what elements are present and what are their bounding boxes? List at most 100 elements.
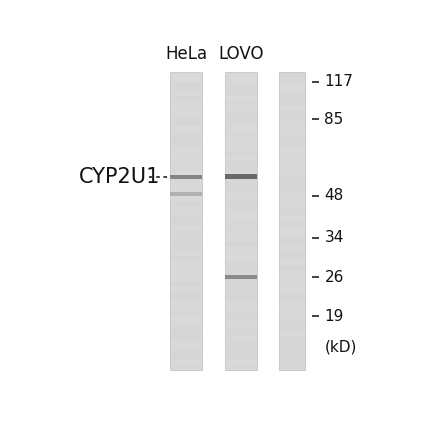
Bar — [170, 136, 202, 141]
Bar — [279, 261, 305, 266]
Bar — [279, 116, 305, 121]
Bar — [225, 156, 257, 161]
Bar — [170, 206, 202, 211]
Bar — [170, 175, 202, 179]
Bar — [279, 146, 305, 151]
Bar — [170, 77, 202, 82]
Text: 48: 48 — [324, 188, 344, 203]
Bar — [279, 97, 305, 101]
Bar — [279, 121, 305, 127]
Bar — [170, 251, 202, 256]
Bar — [279, 276, 305, 281]
Bar — [279, 201, 305, 206]
Bar — [279, 77, 305, 82]
Text: 19: 19 — [324, 309, 344, 324]
Bar — [225, 236, 257, 241]
Bar — [225, 121, 257, 127]
Bar — [225, 360, 257, 366]
Bar — [279, 151, 305, 156]
Bar — [279, 331, 305, 336]
Bar — [170, 345, 202, 351]
Bar — [225, 291, 257, 296]
Bar — [170, 321, 202, 325]
Bar — [225, 127, 257, 131]
Bar — [225, 266, 257, 271]
Bar — [279, 321, 305, 325]
Bar — [279, 181, 305, 186]
Bar — [225, 116, 257, 121]
Bar — [279, 141, 305, 146]
Bar — [225, 366, 257, 370]
Bar — [279, 360, 305, 366]
Bar — [225, 301, 257, 306]
Bar — [279, 71, 305, 77]
Bar — [170, 97, 202, 101]
Bar — [225, 310, 257, 316]
Bar — [279, 281, 305, 286]
Bar — [170, 246, 202, 251]
Bar — [279, 127, 305, 131]
Bar — [225, 286, 257, 291]
Bar — [170, 316, 202, 321]
Bar — [170, 106, 202, 112]
Bar — [225, 316, 257, 321]
Bar — [170, 131, 202, 136]
Bar — [225, 161, 257, 166]
Bar — [170, 161, 202, 166]
Bar — [279, 355, 305, 360]
Bar — [225, 321, 257, 325]
Bar — [170, 306, 202, 310]
Bar — [170, 211, 202, 216]
Bar — [279, 306, 305, 310]
Bar — [170, 301, 202, 306]
Bar — [225, 226, 257, 231]
Bar — [279, 325, 305, 331]
Bar — [225, 171, 257, 176]
Bar — [279, 82, 305, 86]
Bar — [225, 136, 257, 141]
Bar — [170, 221, 202, 226]
Bar — [279, 351, 305, 355]
Bar — [170, 216, 202, 221]
Bar — [170, 351, 202, 355]
Bar — [170, 366, 202, 370]
Bar — [170, 261, 202, 266]
Bar — [225, 166, 257, 171]
Text: 34: 34 — [324, 231, 344, 246]
Bar — [279, 336, 305, 340]
Bar — [225, 325, 257, 331]
Bar — [170, 336, 202, 340]
Bar — [225, 246, 257, 251]
Bar — [279, 246, 305, 251]
Bar — [170, 271, 202, 276]
Bar — [279, 136, 305, 141]
Bar — [170, 127, 202, 131]
Bar — [170, 360, 202, 366]
Bar — [225, 241, 257, 246]
Bar — [225, 331, 257, 336]
Bar — [170, 181, 202, 186]
Bar — [279, 161, 305, 166]
Bar — [225, 141, 257, 146]
Bar — [225, 276, 257, 281]
Bar — [225, 92, 257, 97]
Bar — [225, 196, 257, 201]
Bar — [170, 156, 202, 161]
Bar — [170, 236, 202, 241]
Bar — [170, 146, 202, 151]
Bar — [170, 226, 202, 231]
Bar — [225, 71, 257, 77]
Bar — [170, 112, 202, 116]
Bar — [225, 336, 257, 340]
Bar — [279, 366, 305, 370]
Bar — [170, 151, 202, 156]
Bar — [225, 206, 257, 211]
Bar — [279, 226, 305, 231]
Bar — [279, 92, 305, 97]
Bar — [225, 251, 257, 256]
Bar — [279, 156, 305, 161]
Bar — [170, 201, 202, 206]
Text: HeLa: HeLa — [165, 45, 207, 63]
Bar — [170, 101, 202, 106]
Bar — [279, 196, 305, 201]
